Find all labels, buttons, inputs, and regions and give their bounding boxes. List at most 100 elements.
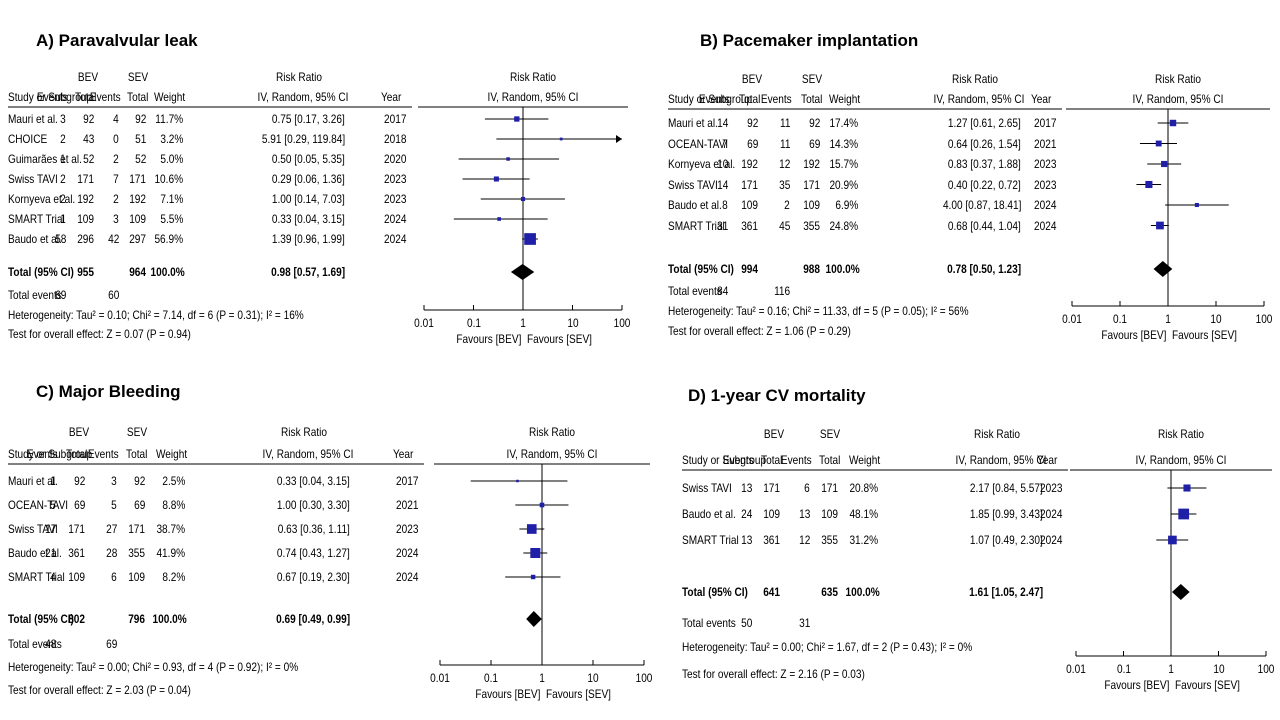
study-name: Swiss TAVI <box>8 172 58 186</box>
x-tick-label: 0.1 <box>466 316 481 330</box>
sev-events: 35 <box>778 177 790 192</box>
x-tick-label: 1 <box>1168 662 1174 676</box>
sev-total: 69 <box>133 498 145 512</box>
sev-events: 5 <box>111 498 117 512</box>
plot-risk-ratio-header: Risk Ratio <box>510 70 556 84</box>
year-header: Year <box>1031 92 1052 106</box>
bev-total-header: Total <box>760 453 782 467</box>
bev-events: 5 <box>50 498 56 512</box>
risk-ratio-header: Risk Ratio <box>276 70 322 84</box>
sev-events: 4 <box>113 112 119 126</box>
effect-square <box>1183 484 1191 492</box>
study-weight: 17.4% <box>829 116 858 130</box>
study-name: Mauri et al. <box>8 112 58 126</box>
x-tick-label: 10 <box>1212 662 1225 676</box>
effect-square <box>559 137 563 141</box>
bev-total: 192 <box>741 157 758 171</box>
study-name: SMART Trial <box>8 570 65 584</box>
total-label: Total (95% CI) <box>8 265 74 279</box>
total-weight: 100.0% <box>825 262 860 276</box>
total-bev: 641 <box>763 585 780 599</box>
study-risk-ratio-ci: 0.33 [0.04, 3.15] <box>277 474 350 488</box>
pooled-effect-diamond <box>526 611 542 627</box>
study-risk-ratio-ci: 0.75 [0.17, 3.26] <box>272 112 345 126</box>
total-label: Total (95% CI) <box>682 585 748 599</box>
x-tick-label: 0.1 <box>483 671 499 685</box>
study-name: Mauri et al. <box>668 116 718 130</box>
effect-square <box>530 574 536 580</box>
panel-d-title: D) 1-year CV mortality <box>688 386 866 405</box>
study-year: 2023 <box>396 522 419 536</box>
ci-arrow <box>616 135 622 143</box>
study-risk-ratio-ci: 0.64 [0.26, 1.54] <box>948 136 1021 151</box>
total-events-label: Total events <box>668 284 722 298</box>
forest-plot-svg <box>682 469 1272 657</box>
sev-total: 92 <box>808 116 820 130</box>
study-year: 2023 <box>1034 177 1057 192</box>
effect-square <box>1169 119 1177 127</box>
study-risk-ratio-ci: 0.67 [0.19, 2.30] <box>277 570 350 584</box>
study-name: Baudo et al. <box>682 507 736 521</box>
total-sev: 635 <box>821 585 838 599</box>
x-tick-label: 100 <box>1255 312 1273 326</box>
study-weight: 5.5% <box>160 212 183 226</box>
study-name: SMART Trial <box>682 533 739 547</box>
study-risk-ratio-ci: 4.00 [0.87, 18.41] <box>942 198 1021 212</box>
effect-square <box>506 157 510 161</box>
bev-events: 3 <box>60 112 66 126</box>
x-tick-label: 10 <box>587 671 599 685</box>
sev-total: 192 <box>129 192 146 206</box>
study-year: 2021 <box>396 498 419 512</box>
effect-square <box>1194 202 1199 208</box>
sev-events: 6 <box>111 570 117 584</box>
study-year: 2024 <box>384 232 407 246</box>
study-name: Baudo et al. <box>668 198 722 212</box>
bev-events-header: Events <box>699 92 730 106</box>
sev-total: 171 <box>821 481 838 495</box>
study-name: OCEAN-TAVI <box>8 498 69 512</box>
study-name: OCEAN-TAVI <box>668 136 729 151</box>
x-tick-label: 10 <box>566 316 579 330</box>
sev-total: 52 <box>134 152 146 166</box>
total-risk-ratio-ci: 0.69 [0.49, 0.99] <box>276 612 350 626</box>
bev-events: 7 <box>722 136 728 151</box>
study-column-header: Study or Subgroup <box>8 90 93 104</box>
bev-events: 4 <box>50 570 56 584</box>
effect-square <box>1178 508 1190 520</box>
x-tick-label: 0.01 <box>414 316 434 330</box>
study-name: Kornyeva et al. <box>668 157 736 171</box>
x-tick-label: 100 <box>1257 662 1275 676</box>
total-bev: 955 <box>77 265 94 279</box>
risk-ratio-header: Risk Ratio <box>974 427 1020 441</box>
study-weight: 20.9% <box>829 177 858 192</box>
favours-bev-label: Favours [BEV] <box>456 332 521 346</box>
overall-effect-text: Test for overall effect: Z = 2.16 (P = 0… <box>682 667 865 681</box>
study-year: 2024 <box>384 212 407 226</box>
sev-events: 3 <box>113 212 119 226</box>
sev-total: 69 <box>808 136 820 151</box>
study-risk-ratio-ci: 1.27 [0.61, 2.65] <box>948 116 1021 130</box>
study-year: 2021 <box>1034 136 1057 151</box>
total-risk-ratio-ci: 1.61 [1.05, 2.47] <box>969 585 1043 599</box>
sev-events: 11 <box>779 116 790 130</box>
sev-events: 2 <box>113 152 119 166</box>
sev-total-header: Total <box>818 453 840 467</box>
bev-total: 43 <box>82 132 94 146</box>
x-tick-label: 1 <box>1165 312 1171 326</box>
bev-total-header: Total <box>738 92 760 106</box>
bev-header: BEV <box>68 425 90 439</box>
study-risk-ratio-ci: 0.83 [0.37, 1.88] <box>948 157 1021 171</box>
risk-ratio-header: Risk Ratio <box>952 72 998 86</box>
sev-events: 0 <box>113 132 119 146</box>
study-risk-ratio-ci: 1.85 [0.99, 3.43] <box>970 507 1043 521</box>
x-tick-label: 0.01 <box>430 671 450 685</box>
bev-events: 21 <box>44 546 56 560</box>
x-tick-label: 100 <box>613 316 631 330</box>
study-risk-ratio-ci: 0.40 [0.22, 0.72] <box>948 177 1021 192</box>
study-risk-ratio-ci: 1.07 [0.49, 2.30] <box>970 533 1043 547</box>
effect-square <box>1161 160 1168 168</box>
favours-sev-label: Favours [SEV] <box>1172 328 1237 342</box>
total-events-bev: 84 <box>716 284 728 298</box>
forest-plot-b: BEV SEV Risk Ratio Study or Subgroup Events T… <box>668 72 1276 352</box>
sev-total: 355 <box>821 533 838 547</box>
